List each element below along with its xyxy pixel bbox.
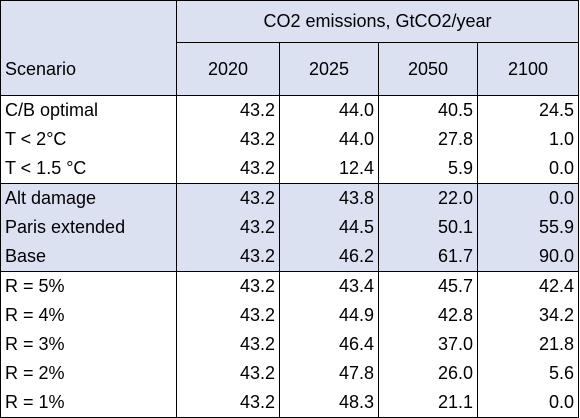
value-cell: 43.2 — [176, 125, 280, 154]
table-row: Base 43.2 46.2 61.7 90.0 — [0, 242, 580, 272]
value-cell: 40.5 — [378, 95, 478, 125]
value-cell: 43.2 — [176, 242, 280, 272]
year-header-2025: 2025 — [279, 42, 379, 96]
table-row: R = 5% 43.2 43.4 45.7 42.4 — [0, 271, 580, 301]
value-cell: 43.2 — [176, 359, 280, 388]
value-cell: 5.6 — [476, 359, 580, 388]
scenario-label: T < 2°C — [0, 125, 177, 154]
value-cell: 12.4 — [279, 154, 379, 184]
value-cell: 47.8 — [279, 359, 379, 388]
value-cell: 55.9 — [476, 213, 580, 242]
scenario-label: C/B optimal — [0, 95, 177, 125]
value-cell: 48.3 — [279, 388, 379, 418]
value-cell: 0.0 — [476, 388, 580, 418]
value-cell: 0.0 — [476, 183, 580, 213]
value-cell: 43.2 — [176, 271, 280, 301]
value-cell: 43.2 — [176, 213, 280, 242]
value-cell: 5.9 — [378, 154, 478, 184]
table-row: R = 3% 43.2 46.4 37.0 21.8 — [0, 330, 580, 359]
year-header-2100: 2100 — [476, 42, 580, 96]
value-cell: 43.2 — [176, 183, 280, 213]
value-cell: 44.0 — [279, 125, 379, 154]
value-cell: 45.7 — [378, 271, 478, 301]
scenario-column-header: Scenario — [0, 42, 177, 96]
value-cell: 43.4 — [279, 271, 379, 301]
value-cell: 34.2 — [476, 301, 580, 330]
table-row: C/B optimal 43.2 44.0 40.5 24.5 — [0, 95, 580, 125]
value-cell: 50.1 — [378, 213, 478, 242]
table-title: CO2 emissions, GtCO2/year — [175, 0, 580, 43]
value-cell: 44.0 — [279, 95, 379, 125]
value-cell: 43.2 — [176, 301, 280, 330]
value-cell: 46.2 — [279, 242, 379, 272]
scenario-label: R = 2% — [0, 359, 177, 388]
year-header-2050: 2050 — [378, 42, 478, 96]
value-cell: 44.9 — [279, 301, 379, 330]
value-cell: 26.0 — [378, 359, 478, 388]
scenario-label: R = 5% — [0, 271, 177, 301]
header-years-row: Scenario 2020 2025 2050 2100 — [0, 42, 580, 96]
value-cell: 37.0 — [378, 330, 478, 359]
value-cell: 61.7 — [378, 242, 478, 272]
value-cell: 90.0 — [476, 242, 580, 272]
value-cell: 43.2 — [176, 95, 280, 125]
scenario-label: Alt damage — [0, 183, 177, 213]
table-row: R = 2% 43.2 47.8 26.0 5.6 — [0, 359, 580, 388]
value-cell: 42.8 — [378, 301, 478, 330]
value-cell: 24.5 — [476, 95, 580, 125]
value-cell: 21.8 — [476, 330, 580, 359]
value-cell: 1.0 — [476, 125, 580, 154]
table-row: Paris extended 43.2 44.5 50.1 55.9 — [0, 213, 580, 242]
header-corner-cell — [0, 0, 177, 43]
scenario-label: R = 1% — [0, 388, 177, 418]
value-cell: 42.4 — [476, 271, 580, 301]
scenario-label: Paris extended — [0, 213, 177, 242]
table-row: R = 4% 43.2 44.9 42.8 34.2 — [0, 301, 580, 330]
scenario-label: Base — [0, 242, 177, 272]
value-cell: 43.2 — [176, 388, 280, 418]
table-row: Alt damage 43.2 43.8 22.0 0.0 — [0, 183, 580, 213]
year-header-2020: 2020 — [176, 42, 280, 96]
value-cell: 44.5 — [279, 213, 379, 242]
value-cell: 27.8 — [378, 125, 478, 154]
value-cell: 22.0 — [378, 183, 478, 213]
scenario-label: R = 4% — [0, 301, 177, 330]
value-cell: 0.0 — [476, 154, 580, 184]
table-row: T < 2°C 43.2 44.0 27.8 1.0 — [0, 125, 580, 154]
value-cell: 21.1 — [378, 388, 478, 418]
header-title-row: CO2 emissions, GtCO2/year — [0, 0, 580, 43]
value-cell: 46.4 — [279, 330, 379, 359]
scenario-label: R = 3% — [0, 330, 177, 359]
scenario-label: T < 1.5 °C — [0, 154, 177, 184]
table-row: T < 1.5 °C 43.2 12.4 5.9 0.0 — [0, 154, 580, 184]
table-row: R = 1% 43.2 48.3 21.1 0.0 — [0, 388, 580, 418]
value-cell: 43.2 — [176, 154, 280, 184]
value-cell: 43.2 — [176, 330, 280, 359]
value-cell: 43.8 — [279, 183, 379, 213]
